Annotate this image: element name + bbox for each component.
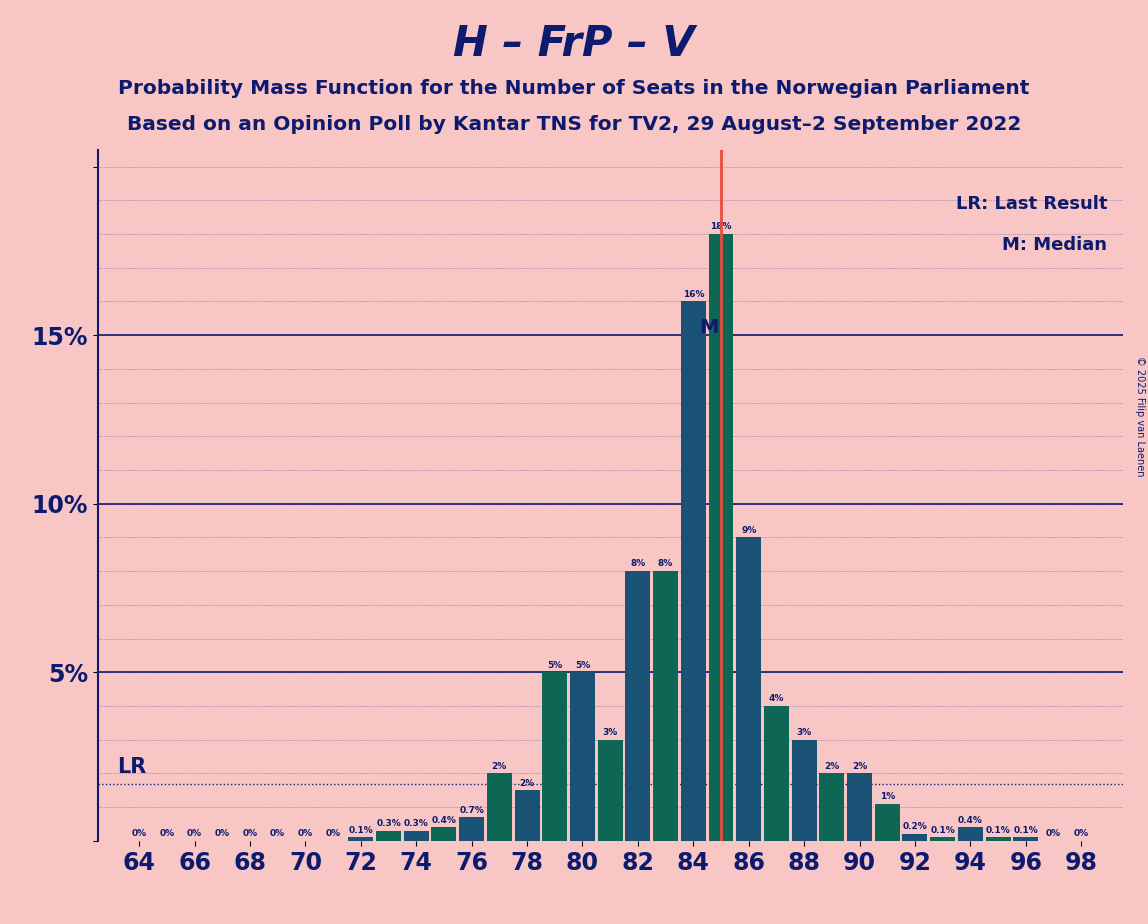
Text: 4%: 4% <box>769 694 784 703</box>
Text: 0.1%: 0.1% <box>1014 826 1038 834</box>
Text: 0%: 0% <box>187 829 202 838</box>
Bar <box>432 827 457 841</box>
Bar <box>348 837 373 841</box>
Text: 0.1%: 0.1% <box>349 826 373 834</box>
Bar <box>514 790 540 841</box>
Text: H – FrP – V: H – FrP – V <box>453 23 695 65</box>
Bar <box>986 837 1010 841</box>
Bar <box>681 301 706 841</box>
Text: 0.3%: 0.3% <box>404 819 428 828</box>
Text: 0%: 0% <box>242 829 257 838</box>
Text: 0%: 0% <box>326 829 341 838</box>
Text: M: Median: M: Median <box>1002 236 1108 254</box>
Text: 5%: 5% <box>575 661 590 670</box>
Text: 0.7%: 0.7% <box>459 806 484 815</box>
Text: 2%: 2% <box>491 761 507 771</box>
Text: 0%: 0% <box>1046 829 1061 838</box>
Text: LR: Last Result: LR: Last Result <box>956 195 1108 213</box>
Bar <box>930 837 955 841</box>
Bar <box>404 831 428 841</box>
Bar <box>598 740 622 841</box>
Text: 1%: 1% <box>879 792 894 801</box>
Text: 0%: 0% <box>132 829 147 838</box>
Bar <box>542 673 567 841</box>
Bar <box>820 773 844 841</box>
Text: LR: LR <box>117 757 146 777</box>
Text: © 2025 Filip van Laenen: © 2025 Filip van Laenen <box>1135 356 1145 476</box>
Text: 0%: 0% <box>297 829 313 838</box>
Bar <box>653 571 678 841</box>
Text: 0%: 0% <box>270 829 285 838</box>
Bar <box>957 827 983 841</box>
Text: Based on an Opinion Poll by Kantar TNS for TV2, 29 August–2 September 2022: Based on an Opinion Poll by Kantar TNS f… <box>126 116 1022 135</box>
Text: 0.3%: 0.3% <box>377 819 401 828</box>
Text: 2%: 2% <box>519 779 535 787</box>
Bar <box>487 773 512 841</box>
Text: 0.4%: 0.4% <box>432 816 457 824</box>
Bar <box>847 773 872 841</box>
Text: 0.1%: 0.1% <box>986 826 1010 834</box>
Text: 16%: 16% <box>683 290 704 298</box>
Bar <box>571 673 595 841</box>
Bar <box>792 740 816 841</box>
Text: 9%: 9% <box>740 526 757 535</box>
Text: 2%: 2% <box>852 761 867 771</box>
Bar <box>459 817 484 841</box>
Bar <box>377 831 401 841</box>
Text: 5%: 5% <box>548 661 563 670</box>
Text: 0%: 0% <box>1073 829 1088 838</box>
Bar <box>736 538 761 841</box>
Bar <box>763 706 789 841</box>
Text: 0%: 0% <box>160 829 174 838</box>
Text: 0.2%: 0.2% <box>902 822 928 832</box>
Text: 8%: 8% <box>630 559 645 568</box>
Bar <box>708 234 734 841</box>
Text: M: M <box>699 318 719 337</box>
Text: 2%: 2% <box>824 761 839 771</box>
Text: 3%: 3% <box>603 728 618 737</box>
Bar <box>1014 837 1038 841</box>
Bar <box>626 571 650 841</box>
Bar <box>902 834 928 841</box>
Text: 8%: 8% <box>658 559 673 568</box>
Text: 3%: 3% <box>797 728 812 737</box>
Text: Probability Mass Function for the Number of Seats in the Norwegian Parliament: Probability Mass Function for the Number… <box>118 79 1030 98</box>
Text: 18%: 18% <box>711 223 731 231</box>
Bar <box>875 804 900 841</box>
Text: 0.1%: 0.1% <box>930 826 955 834</box>
Text: 0.4%: 0.4% <box>957 816 983 824</box>
Text: 0%: 0% <box>215 829 230 838</box>
